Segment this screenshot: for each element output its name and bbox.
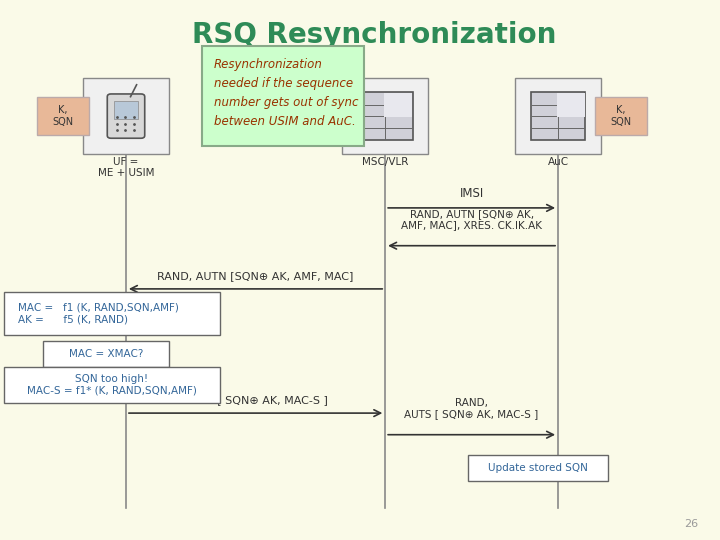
Text: K,
SQN: K, SQN (611, 105, 631, 127)
Text: Update stored SQN: Update stored SQN (488, 463, 588, 472)
Text: RSQ Resynchronization: RSQ Resynchronization (192, 21, 557, 49)
FancyBboxPatch shape (515, 78, 601, 154)
Text: RAND, AUTN [SQN⊕ AK,
AMF, MAC], XRES. CK.IK.AK: RAND, AUTN [SQN⊕ AK, AMF, MAC], XRES. CK… (401, 209, 542, 231)
FancyBboxPatch shape (4, 292, 220, 335)
FancyBboxPatch shape (358, 92, 413, 140)
Text: IMSI: IMSI (459, 187, 484, 200)
Text: SQN too high!
MAC-S = f1* (K, RAND,SQN,AMF): SQN too high! MAC-S = f1* (K, RAND,SQN,A… (27, 374, 197, 396)
Text: MAC = XMAC?: MAC = XMAC? (69, 349, 143, 359)
Text: 26: 26 (684, 519, 698, 529)
FancyBboxPatch shape (37, 97, 89, 136)
FancyBboxPatch shape (43, 341, 169, 367)
Text: Resynchronization
needed if the sequence
number gets out of sync
between USIM an: Resynchronization needed if the sequence… (214, 58, 359, 128)
Text: MAC =   f1 (K, RAND,SQN,AMF)
AK =      f5 (K, RAND): MAC = f1 (K, RAND,SQN,AMF) AK = f5 (K, R… (18, 302, 179, 324)
Text: AuC: AuC (547, 157, 569, 167)
FancyBboxPatch shape (342, 78, 428, 154)
FancyBboxPatch shape (107, 94, 145, 138)
FancyBboxPatch shape (114, 101, 138, 119)
Text: UF =
ME + USIM: UF = ME + USIM (98, 157, 154, 178)
FancyBboxPatch shape (384, 93, 412, 117)
FancyBboxPatch shape (83, 78, 169, 154)
FancyBboxPatch shape (468, 455, 608, 481)
Text: MSC/VLR: MSC/VLR (362, 157, 408, 167)
Text: RAND, AUTN [SQN⊕ AK, AMF, MAC]: RAND, AUTN [SQN⊕ AK, AMF, MAC] (158, 271, 354, 281)
Text: K,
SQN: K, SQN (53, 105, 73, 127)
FancyBboxPatch shape (531, 92, 585, 140)
FancyBboxPatch shape (595, 97, 647, 136)
FancyBboxPatch shape (4, 367, 220, 403)
FancyBboxPatch shape (202, 46, 364, 146)
Text: AUTS [ SQN⊕ AK, MAC-S ]: AUTS [ SQN⊕ AK, MAC-S ] (184, 395, 328, 406)
FancyBboxPatch shape (557, 93, 585, 117)
Text: RAND,
AUTS [ SQN⊕ AK, MAC-S ]: RAND, AUTS [ SQN⊕ AK, MAC-S ] (405, 398, 539, 420)
